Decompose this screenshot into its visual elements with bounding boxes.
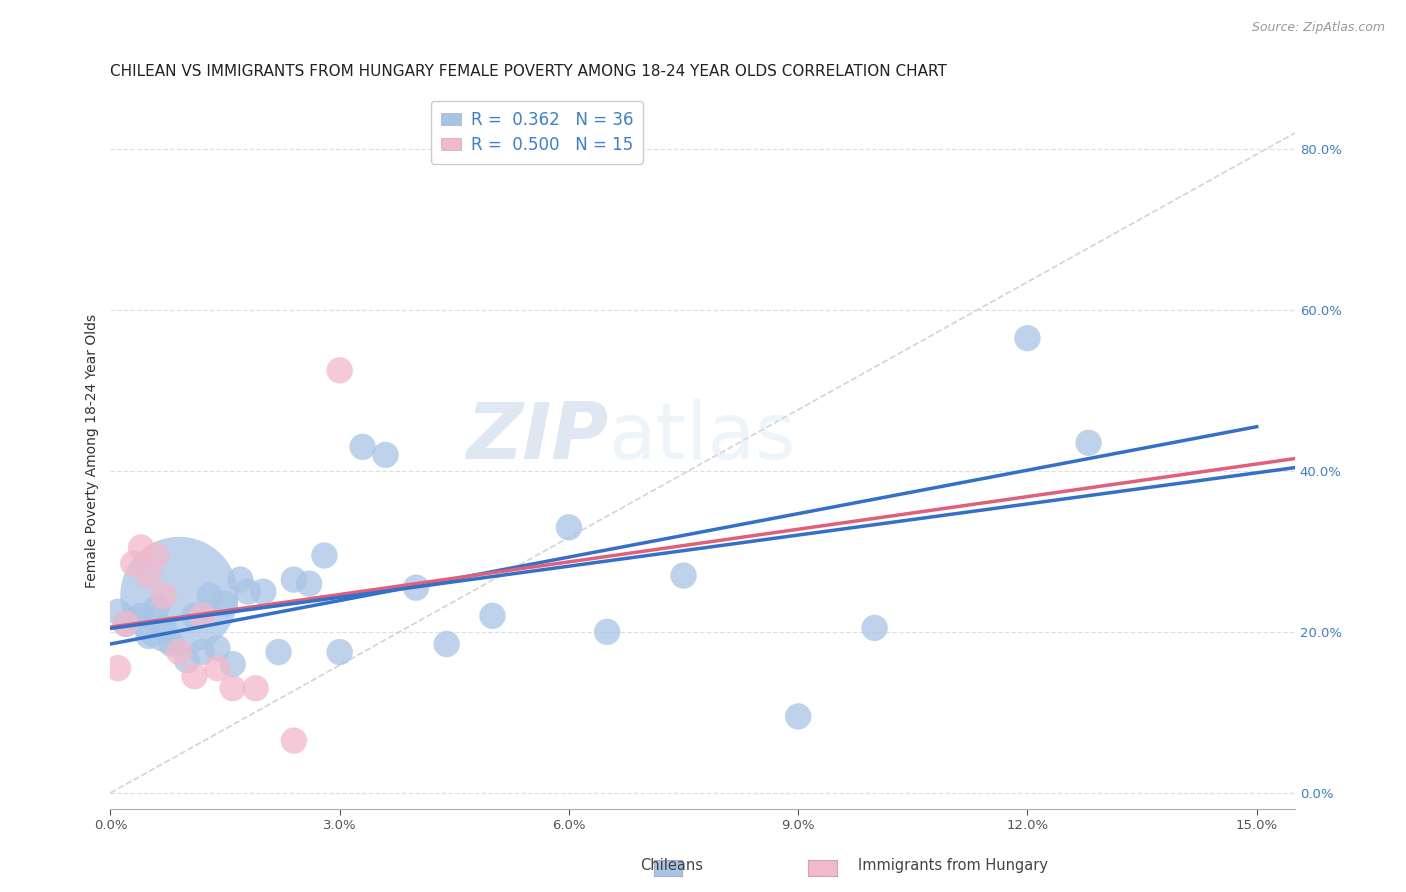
Point xyxy=(145,600,167,615)
Point xyxy=(329,645,352,659)
Point xyxy=(207,661,229,675)
Point xyxy=(329,363,352,377)
Point xyxy=(352,440,374,454)
Text: ZIP: ZIP xyxy=(465,399,607,475)
Text: Immigrants from Hungary: Immigrants from Hungary xyxy=(858,858,1047,872)
Point xyxy=(138,568,160,582)
Point xyxy=(176,653,198,667)
Point xyxy=(167,589,190,603)
Point xyxy=(298,576,321,591)
Point xyxy=(283,573,305,587)
Text: atlas: atlas xyxy=(607,399,796,475)
Point xyxy=(405,581,427,595)
Point xyxy=(221,657,243,672)
Point xyxy=(122,557,145,571)
Point xyxy=(183,608,205,623)
Point xyxy=(160,637,183,651)
Point xyxy=(863,621,886,635)
Point xyxy=(107,605,129,619)
Point xyxy=(114,616,136,631)
Point xyxy=(672,568,695,582)
Point xyxy=(167,645,190,659)
Legend: R =  0.362   N = 36, R =  0.500   N = 15: R = 0.362 N = 36, R = 0.500 N = 15 xyxy=(430,101,643,164)
Point xyxy=(314,549,336,563)
Point xyxy=(183,669,205,683)
Point xyxy=(138,629,160,643)
Point xyxy=(787,709,810,723)
Point xyxy=(191,645,214,659)
Point xyxy=(252,584,274,599)
Point xyxy=(129,541,152,555)
Point xyxy=(153,589,176,603)
Point xyxy=(229,573,252,587)
Point xyxy=(191,608,214,623)
Point xyxy=(129,608,152,623)
Point xyxy=(1077,435,1099,450)
Point xyxy=(558,520,581,534)
Point xyxy=(481,608,503,623)
Point xyxy=(207,640,229,655)
Point xyxy=(145,549,167,563)
Point xyxy=(198,589,221,603)
Point xyxy=(374,448,396,462)
Point xyxy=(221,681,243,696)
Point xyxy=(153,621,176,635)
Text: Source: ZipAtlas.com: Source: ZipAtlas.com xyxy=(1251,21,1385,34)
Point xyxy=(283,733,305,747)
Point xyxy=(1017,331,1039,345)
Point xyxy=(245,681,267,696)
Point xyxy=(436,637,458,651)
Point xyxy=(122,613,145,627)
Y-axis label: Female Poverty Among 18-24 Year Olds: Female Poverty Among 18-24 Year Olds xyxy=(86,314,100,588)
Text: Chileans: Chileans xyxy=(640,858,703,872)
Point xyxy=(114,616,136,631)
Text: CHILEAN VS IMMIGRANTS FROM HUNGARY FEMALE POVERTY AMONG 18-24 YEAR OLDS CORRELAT: CHILEAN VS IMMIGRANTS FROM HUNGARY FEMAL… xyxy=(111,64,948,79)
Point xyxy=(267,645,290,659)
Point xyxy=(596,624,619,639)
Point xyxy=(214,597,236,611)
Point xyxy=(107,661,129,675)
Point xyxy=(236,584,259,599)
